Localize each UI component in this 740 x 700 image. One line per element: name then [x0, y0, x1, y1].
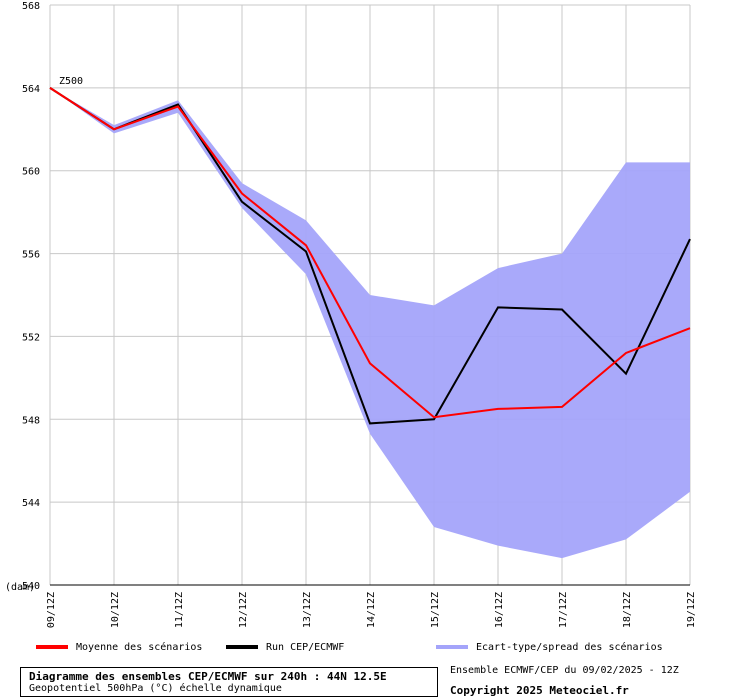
legend-mean-swatch [36, 645, 68, 649]
axis-ticks: 540 544 548 552 556 560 564 568 09/12Z 10/12Z 11/1… [22, 1, 697, 628]
series-label: Z500 [59, 76, 83, 87]
run-info: Ensemble ECMWF/CEP du 09/02/2025 - 12Z [450, 665, 679, 676]
y-tick-label: 568 [22, 1, 40, 12]
copyright: Copyright 2025 Meteociel.fr [450, 684, 629, 697]
legend-run: Run CEP/ECMWF [226, 640, 344, 654]
chart-subtitle: Geopotentiel 500hPa (°C) échelle dynamiq… [29, 683, 282, 694]
x-tick-label: 11/12Z [174, 592, 185, 628]
chart-title: Diagramme des ensembles CEP/ECMWF sur 24… [29, 670, 387, 683]
y-tick-label: 552 [22, 332, 40, 343]
x-tick-label: 19/12Z [686, 592, 697, 628]
spread-band [50, 87, 690, 559]
x-tick-label: 13/12Z [302, 592, 313, 628]
legend-spread: Ecart-type/spread des scénarios [436, 640, 663, 654]
legend-run-label: Run CEP/ECMWF [266, 641, 345, 653]
y-unit-label: (dam) [5, 582, 35, 593]
y-tick-label: 556 [22, 250, 40, 261]
x-tick-label: 17/12Z [558, 592, 569, 628]
legend-run-swatch [226, 645, 258, 649]
run-series-line [49, 87, 691, 425]
y-tick-label: 548 [22, 415, 40, 426]
x-tick-label: 15/12Z [430, 592, 441, 628]
x-tick-label: 16/12Z [494, 592, 505, 628]
legend-spread-label: Ecart-type/spread des scénarios [476, 641, 663, 653]
title-box: Diagramme des ensembles CEP/ECMWF sur 24… [20, 667, 438, 697]
mean-series-line [49, 87, 691, 419]
y-tick-label: 540 [22, 581, 40, 592]
legend-mean: Moyenne des scénarios [36, 640, 202, 654]
x-tick-label: 12/12Z [238, 592, 249, 628]
legend-mean-label: Moyenne des scénarios [76, 641, 203, 653]
y-tick-label: 544 [22, 498, 40, 509]
y-tick-label: 560 [22, 167, 40, 178]
legend-spread-swatch [436, 645, 468, 649]
x-tick-label: 09/12Z [46, 592, 57, 628]
x-tick-label: 14/12Z [366, 592, 377, 628]
x-tick-label: 10/12Z [110, 592, 121, 628]
y-tick-label: 564 [22, 84, 40, 95]
ensemble-chart: 540 544 548 552 556 560 564 568 09/12Z 10/12Z 11/1… [5, 1, 697, 628]
x-tick-label: 18/12Z [622, 592, 633, 628]
